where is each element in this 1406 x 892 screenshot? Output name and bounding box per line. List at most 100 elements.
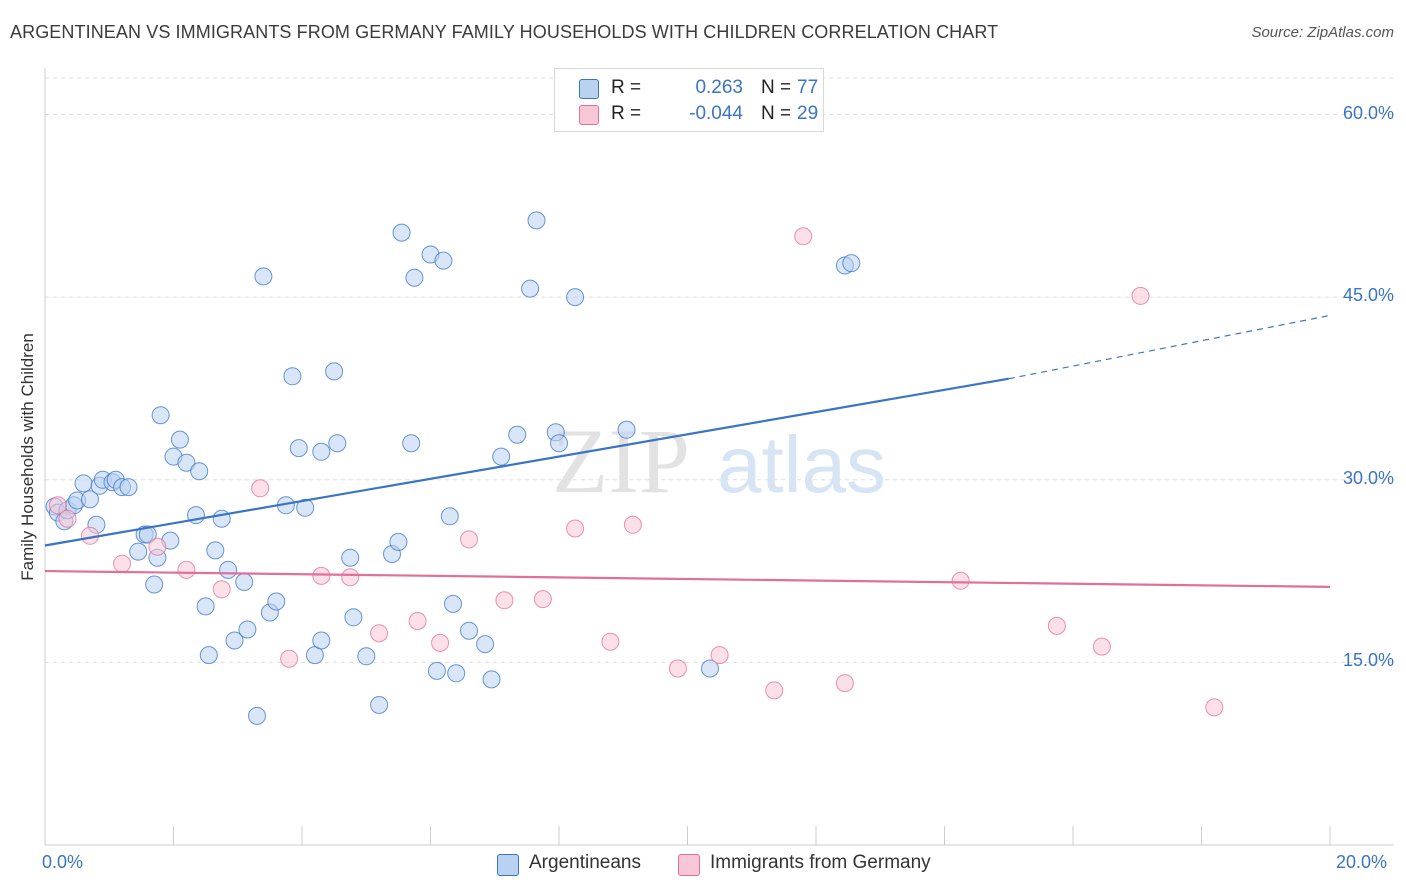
point-germany bbox=[431, 633, 450, 652]
point-argentineans bbox=[190, 462, 209, 481]
point-germany bbox=[251, 479, 270, 498]
y-tick-label: 30.0% bbox=[1342, 467, 1394, 488]
point-argentineans bbox=[312, 442, 331, 461]
point-argentineans bbox=[357, 647, 376, 666]
bottom-legend-label: Immigrants from Germany bbox=[710, 852, 931, 873]
point-germany bbox=[280, 649, 299, 668]
point-argentineans bbox=[225, 631, 244, 650]
point-argentineans bbox=[325, 362, 344, 381]
point-argentineans bbox=[235, 573, 254, 591]
point-argentineans bbox=[312, 631, 331, 650]
point-germany bbox=[460, 530, 478, 549]
point-germany bbox=[710, 646, 729, 665]
point-argentineans bbox=[341, 548, 360, 567]
y-tick-label: 45.0% bbox=[1342, 285, 1394, 306]
point-argentineans bbox=[402, 434, 421, 453]
point-argentineans bbox=[842, 254, 861, 273]
point-argentineans bbox=[427, 661, 446, 680]
legend-n-value: 29 bbox=[797, 103, 819, 124]
point-germany bbox=[148, 537, 167, 556]
point-argentineans bbox=[283, 367, 302, 386]
point-argentineans bbox=[145, 575, 164, 594]
point-argentineans bbox=[328, 434, 347, 453]
point-germany bbox=[58, 509, 77, 528]
point-argentineans bbox=[296, 498, 315, 517]
x-tick-label-min: 0.0% bbox=[42, 852, 84, 872]
bottom-legend-label: Argentineans bbox=[529, 852, 641, 873]
chart-title: ARGENTINEAN VS IMMIGRANTS FROM GERMANY F… bbox=[10, 22, 999, 42]
point-argentineans bbox=[476, 635, 495, 654]
point-argentineans bbox=[492, 447, 511, 466]
trend-line-extension bbox=[1008, 314, 1331, 380]
legend-n-label: N = bbox=[761, 103, 792, 124]
point-germany bbox=[566, 519, 585, 538]
point-argentineans bbox=[170, 430, 189, 449]
legend-n-value: 77 bbox=[797, 77, 819, 98]
legend-r-label: R = bbox=[611, 103, 642, 124]
point-argentineans bbox=[701, 659, 719, 678]
point-germany bbox=[48, 496, 67, 515]
point-argentineans bbox=[444, 594, 462, 613]
point-argentineans bbox=[196, 597, 215, 616]
point-germany bbox=[794, 227, 813, 246]
point-germany bbox=[341, 568, 360, 587]
point-argentineans bbox=[550, 434, 568, 453]
point-argentineans bbox=[482, 670, 501, 689]
trend-lines bbox=[44, 314, 1331, 588]
point-argentineans bbox=[267, 592, 286, 611]
legend: R = 0.263 N = 77 R = -0.044 N = 29 bbox=[554, 68, 824, 132]
point-argentineans bbox=[138, 525, 157, 544]
data-points bbox=[45, 211, 1224, 725]
point-argentineans bbox=[74, 474, 93, 493]
watermark-atlas: atlas bbox=[717, 420, 886, 509]
point-germany bbox=[1205, 698, 1224, 717]
point-argentineans bbox=[254, 267, 273, 286]
point-argentineans bbox=[219, 560, 238, 579]
point-argentineans bbox=[129, 542, 148, 561]
point-germany bbox=[1047, 616, 1066, 635]
point-germany bbox=[408, 612, 427, 630]
legend-n-label: N = bbox=[761, 77, 792, 98]
y-tick-label: 60.0% bbox=[1342, 102, 1394, 123]
point-germany bbox=[623, 515, 642, 534]
point-germany bbox=[835, 674, 854, 693]
bottom-legend-swatch-blue bbox=[497, 854, 519, 876]
legend-r-value: -0.044 bbox=[689, 103, 743, 124]
point-germany bbox=[765, 681, 784, 700]
point-argentineans bbox=[199, 646, 218, 665]
y-tick-label: 15.0% bbox=[1342, 650, 1394, 671]
point-germany bbox=[951, 571, 970, 590]
point-argentineans bbox=[508, 425, 527, 444]
point-argentineans bbox=[238, 620, 257, 639]
point-argentineans bbox=[81, 490, 99, 509]
point-germany bbox=[212, 580, 231, 599]
point-germany bbox=[1092, 637, 1111, 656]
point-argentineans bbox=[289, 439, 308, 458]
point-germany bbox=[1131, 286, 1150, 305]
source-label: Source: ZipAtlas.com bbox=[1251, 24, 1394, 41]
point-argentineans bbox=[370, 696, 389, 714]
point-argentineans bbox=[392, 223, 411, 242]
point-argentineans bbox=[617, 420, 636, 439]
point-germany bbox=[177, 560, 196, 579]
point-argentineans bbox=[206, 541, 225, 560]
point-argentineans bbox=[447, 664, 466, 683]
point-argentineans bbox=[248, 706, 266, 725]
legend-swatch-blue bbox=[579, 79, 599, 99]
trend-line-germany bbox=[44, 569, 1331, 588]
point-argentineans bbox=[434, 251, 453, 270]
point-germany bbox=[668, 659, 687, 678]
point-argentineans bbox=[177, 453, 196, 472]
point-germany bbox=[312, 566, 331, 585]
legend-swatch-pink bbox=[579, 105, 599, 125]
point-argentineans bbox=[405, 268, 424, 287]
point-germany bbox=[370, 624, 389, 643]
x-tick-label-max: 20.0% bbox=[1336, 852, 1388, 872]
point-argentineans bbox=[151, 406, 170, 425]
point-argentineans bbox=[440, 507, 459, 526]
point-argentineans bbox=[521, 279, 540, 298]
legend-r-label: R = bbox=[611, 77, 642, 98]
point-argentineans bbox=[119, 478, 138, 497]
legend-r-value: 0.263 bbox=[695, 77, 743, 98]
